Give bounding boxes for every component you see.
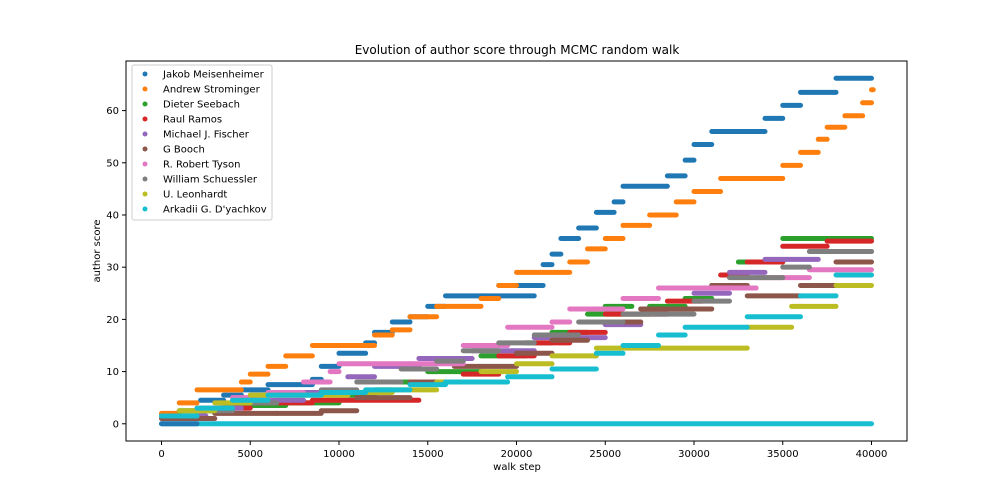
legend-label: Jakob Meisenheimer bbox=[162, 70, 265, 81]
x-tick-label: 25000 bbox=[589, 449, 621, 460]
legend-label: Michael J. Fischer bbox=[163, 130, 250, 141]
x-tick-label: 35000 bbox=[767, 449, 799, 460]
legend-label: Andrew Strominger bbox=[163, 85, 261, 96]
y-tick-label: 10 bbox=[106, 367, 119, 378]
legend-label: Raul Ramos bbox=[163, 115, 222, 126]
legend-marker bbox=[142, 131, 148, 137]
y-tick-label: 20 bbox=[106, 315, 119, 326]
x-tick-label: 5000 bbox=[238, 449, 263, 460]
legend-marker bbox=[142, 206, 148, 212]
legend-label: Arkadii G. D'yachkov bbox=[163, 205, 267, 216]
legend-marker bbox=[142, 116, 148, 122]
legend-marker bbox=[142, 86, 148, 92]
series-5 bbox=[159, 259, 874, 422]
chart-title: Evolution of author score through MCMC r… bbox=[355, 43, 680, 57]
plot-area bbox=[159, 75, 876, 427]
x-tick-label: 10000 bbox=[323, 449, 355, 460]
legend-marker bbox=[142, 191, 148, 197]
legend-marker bbox=[142, 176, 148, 182]
series-1 bbox=[159, 87, 876, 416]
legend-marker bbox=[142, 71, 148, 77]
y-axis-ticks: 0 10 20 30 40 50 60 bbox=[106, 106, 126, 430]
plot-frame bbox=[125, 60, 908, 442]
y-tick-label: 40 bbox=[106, 210, 119, 221]
x-axis-label: walk step bbox=[493, 462, 541, 473]
legend-marker bbox=[142, 101, 148, 107]
legend-marker bbox=[142, 161, 148, 167]
series-0 bbox=[159, 75, 874, 427]
y-tick-label: 60 bbox=[106, 106, 119, 117]
x-tick-label: 20000 bbox=[501, 449, 533, 460]
x-tick-label: 0 bbox=[158, 449, 164, 460]
legend-label: Dieter Seebach bbox=[163, 100, 240, 111]
x-axis-ticks: 0 5000 10000 15000 20000 25000 30000 35000 40000 bbox=[158, 441, 887, 460]
x-tick-label: 40000 bbox=[856, 449, 888, 460]
y-tick-label: 30 bbox=[106, 263, 119, 274]
series-9 bbox=[159, 272, 874, 419]
legend-box bbox=[131, 64, 273, 221]
y-tick-label: 0 bbox=[113, 419, 119, 430]
x-tick-label: 15000 bbox=[412, 449, 444, 460]
legend-label: G Booch bbox=[163, 145, 205, 156]
x-tick-label: 30000 bbox=[678, 449, 710, 460]
legend-label: William Schuessler bbox=[163, 175, 258, 186]
y-tick-label: 50 bbox=[106, 158, 119, 169]
legend-marker bbox=[142, 146, 148, 152]
y-axis-label: author score bbox=[92, 219, 103, 282]
legend-label: U. Leonhardt bbox=[163, 190, 227, 201]
legend-label: R. Robert Tyson bbox=[163, 160, 240, 171]
legend: Jakob Meisenheimer Andrew Strominger Diete… bbox=[131, 64, 273, 221]
